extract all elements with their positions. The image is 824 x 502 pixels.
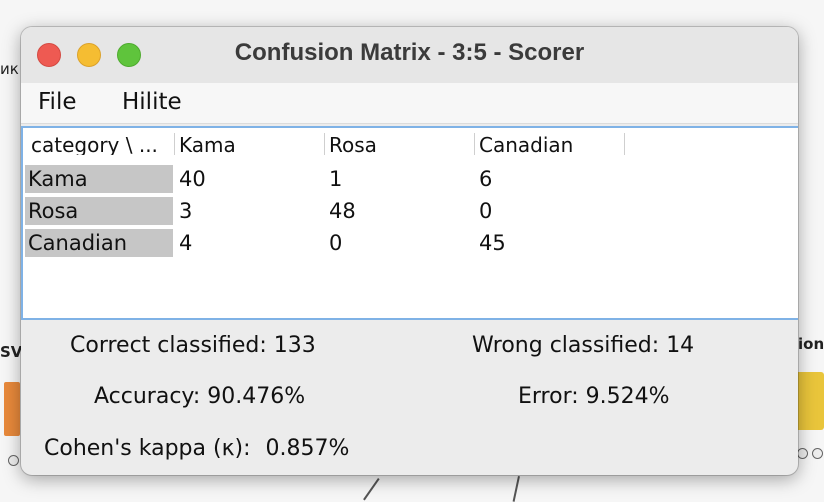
row-header: Rosa: [25, 197, 173, 225]
table-cell: 45: [479, 231, 506, 255]
minimize-window-button[interactable]: [77, 43, 101, 67]
stat-value: 133: [273, 333, 316, 358]
title-bar[interactable]: Confusion Matrix - 3:5 - Scorer: [21, 27, 798, 83]
menu-bar: File Hilite: [21, 83, 798, 124]
row-header: Canadian: [25, 229, 173, 257]
table-header-row: category \ ... Kama Rosa Canadian: [23, 128, 798, 158]
node-port-icon: [797, 448, 808, 459]
menu-hilite[interactable]: Hilite: [122, 89, 182, 115]
stat-value: 9.524%: [585, 384, 670, 409]
stat-label: Wrong classified:: [472, 333, 660, 358]
table-cell: 4: [179, 231, 193, 255]
canvas-label-fragment: ик: [0, 60, 19, 78]
column-header[interactable]: category \ ...: [27, 133, 175, 155]
table-cell: 40: [179, 167, 206, 191]
table-cell: 1: [329, 167, 343, 191]
cohens-kappa-stat: Cohen's kappa (κ): 0.857%: [44, 436, 349, 461]
column-header[interactable]: Rosa: [325, 133, 475, 155]
maximize-window-button[interactable]: [117, 43, 141, 67]
confusion-matrix-table[interactable]: category \ ... Kama Rosa Canadian Kama 4…: [21, 126, 798, 320]
canvas-label-fragment: ion: [798, 335, 824, 353]
stat-label: Accuracy:: [94, 384, 201, 409]
table-cell: 0: [479, 199, 493, 223]
stat-value: 0.857%: [265, 436, 350, 461]
stat-label: Error:: [518, 384, 579, 409]
table-cell: 48: [329, 199, 356, 223]
table-cell: 3: [179, 199, 193, 223]
wrong-classified-stat: Wrong classified: 14: [472, 333, 694, 358]
correct-classified-stat: Correct classified: 133: [70, 333, 316, 358]
stat-label: Cohen's kappa (κ):: [44, 436, 251, 461]
column-header[interactable]: Kama: [175, 133, 325, 155]
table-cell: 0: [329, 231, 343, 255]
error-stat: Error: 9.524%: [518, 384, 670, 409]
connection-line: [512, 476, 520, 502]
connection-line: [363, 478, 380, 501]
table-row[interactable]: Kama 40 1 6: [23, 162, 798, 194]
stat-value: 90.476%: [207, 384, 306, 409]
stat-label: Correct classified:: [70, 333, 267, 358]
table-cell: 6: [479, 167, 493, 191]
window-title: Confusion Matrix - 3:5 - Scorer: [234, 39, 585, 66]
column-header[interactable]: Canadian: [475, 133, 625, 155]
node-port-icon: [8, 455, 19, 466]
node-port-icon: [812, 448, 823, 459]
table-row[interactable]: Canadian 4 0 45: [23, 226, 798, 258]
menu-file[interactable]: File: [38, 89, 77, 115]
table-row[interactable]: Rosa 3 48 0: [23, 194, 798, 226]
accuracy-stat: Accuracy: 90.476%: [94, 384, 305, 409]
canvas-label-fragment: SV: [0, 343, 23, 361]
workflow-node[interactable]: [4, 382, 20, 436]
close-window-button[interactable]: [37, 43, 61, 67]
row-header: Kama: [25, 165, 173, 193]
stat-value: 14: [666, 333, 695, 358]
confusion-matrix-window: Confusion Matrix - 3:5 - Scorer File Hil…: [21, 27, 798, 475]
